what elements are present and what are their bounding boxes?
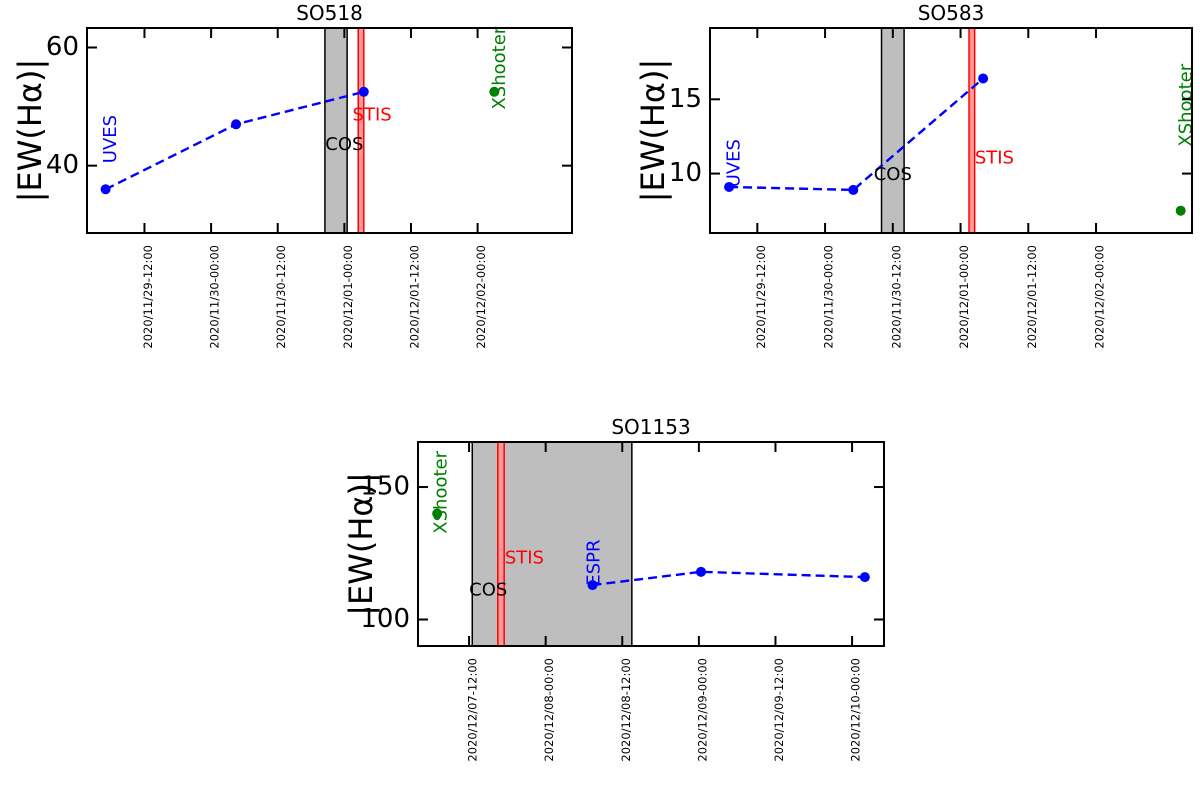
data-point-espr-0 [587,580,598,591]
data-point-uves-2 [358,86,369,97]
y-tick-label: 40 [46,150,79,180]
x-tick-label: 2020/12/01-12:00 [407,245,421,349]
span-cos [471,441,633,647]
y-axis-label: |EW(Hα)| [342,472,380,616]
x-tick-label: 2020/11/30-12:00 [274,245,288,349]
x-tick-label: 2020/12/02-00:00 [474,245,488,349]
annotation-cos: COS [874,164,912,185]
annotation-xshooter: XShooter [489,26,510,109]
annotation-stis: STIS [353,104,392,125]
x-tick-label: 2020/12/09-00:00 [695,658,709,762]
data-point-xshooter-0 [489,86,500,97]
span-stis [968,27,976,234]
data-point-uves-2 [978,73,989,84]
chart-title: SO583 [918,1,985,25]
annotation-stis: STIS [505,548,544,569]
span-cos [324,27,348,234]
x-tick-label: 2020/11/30-00:00 [208,245,222,349]
chart-title: SO518 [296,1,363,25]
annotation-uves: UVES [724,139,745,187]
x-tick-label: 2020/11/29-12:00 [754,245,768,349]
annotation-xshooter: XShooter [430,450,451,533]
x-tick-label: 2020/12/07-12:00 [466,658,480,762]
y-tick-label: 60 [46,32,79,62]
data-point-xshooter-0 [1175,205,1186,216]
data-point-uves-1 [848,184,859,195]
series-line-espr [592,570,865,587]
x-tick-label: 2020/11/30-12:00 [889,245,903,349]
data-point-uves-1 [231,119,242,130]
span-cos [880,27,905,234]
axes-frame [709,27,1193,234]
x-tick-label: 2020/11/30-00:00 [822,245,836,349]
annotation-cos: COS [469,579,507,600]
y-tick-label: 100 [360,604,410,634]
annotation-stis: STIS [975,148,1014,169]
axes-frame [417,441,885,647]
annotation-cos: COS [325,134,363,155]
annotation-xshooter: XShooter [1175,63,1196,146]
data-point-uves-0 [724,181,735,192]
data-point-espr-1 [696,566,707,577]
span-stis [497,441,505,647]
span-stis [357,27,365,234]
x-tick-label: 2020/12/09-12:00 [772,658,786,762]
annotation-uves: UVES [100,115,121,163]
y-tick-label: 10 [669,158,702,188]
x-tick-label: 2020/12/01-00:00 [341,245,355,349]
axes-frame [86,27,573,234]
chart-title: SO1153 [611,415,690,439]
annotation-espr: ESPR [584,539,605,585]
x-tick-label: 2020/12/01-00:00 [957,245,971,349]
x-tick-label: 2020/12/01-12:00 [1025,245,1039,349]
panel-so583: UVES COS STIS XShooter 10 15 2020/11/29-12:00 2… [634,1,1196,349]
panel-so518: UVES COS STIS XShooter 40 60 2020/11/29-12:00 2… [11,1,573,349]
data-point-espr-2 [859,572,870,583]
panel-so1153: XShooter STIS COS ESPR 100 150 2020/12/07-12:0… [342,415,885,762]
data-point-uves-0 [100,184,111,195]
y-tick-label: 15 [669,84,702,114]
series-line-uves [729,77,984,192]
x-tick-label: 2020/11/29-12:00 [141,245,155,349]
x-tick-label: 2020/12/08-12:00 [619,658,633,762]
y-tick-label: 150 [360,472,410,502]
x-tick-label: 2020/12/02-00:00 [1093,245,1107,349]
x-tick-label: 2020/12/08-00:00 [542,658,556,762]
y-axis-label: |EW(Hα)| [634,59,672,203]
data-point-xshooter-0 [432,508,443,519]
y-axis-label: |EW(Hα)| [11,59,49,203]
x-tick-label: 2020/12/10-00:00 [849,658,863,762]
